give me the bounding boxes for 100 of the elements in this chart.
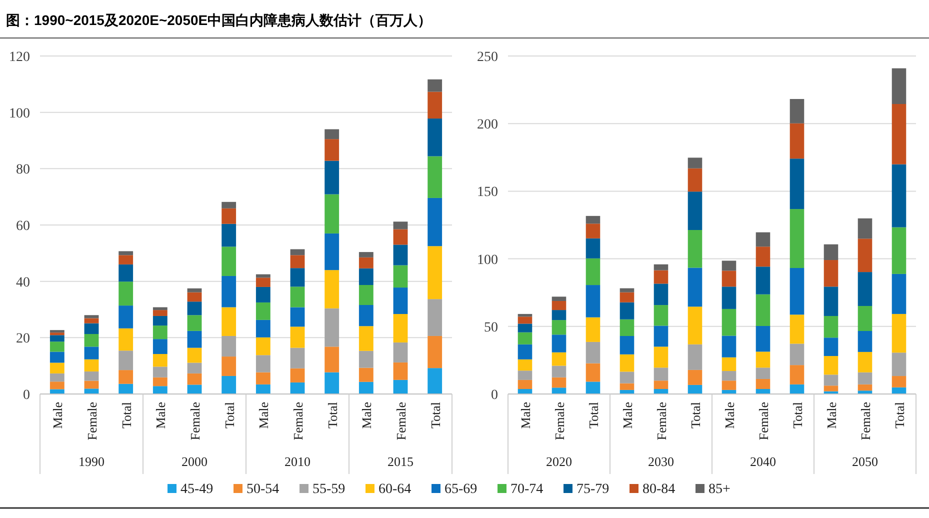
bar — [824, 316, 838, 338]
bar — [358, 368, 374, 382]
bar — [358, 257, 374, 268]
legend-label: 70-74 — [510, 482, 544, 497]
bar — [722, 357, 736, 372]
bar — [84, 380, 99, 389]
bar — [84, 323, 99, 334]
x-tick-label: Female — [84, 402, 100, 440]
x-tick-label: Male — [620, 402, 635, 429]
bar — [393, 265, 408, 288]
bar — [756, 326, 770, 352]
bar — [324, 139, 340, 161]
bar — [393, 222, 408, 230]
bar — [50, 382, 64, 390]
bar — [428, 246, 442, 300]
bar — [50, 389, 64, 394]
bar — [84, 388, 99, 394]
bar — [84, 346, 99, 360]
bar — [290, 286, 305, 308]
text: 1990 — [78, 454, 104, 469]
bar — [756, 294, 770, 326]
bar — [620, 292, 634, 302]
bar — [654, 284, 668, 306]
bar — [290, 382, 305, 394]
bar — [290, 326, 305, 348]
bar — [892, 352, 906, 376]
bar — [428, 79, 442, 92]
bar — [393, 362, 408, 380]
bar — [688, 168, 702, 192]
bar — [790, 268, 804, 315]
bar — [654, 270, 668, 284]
bar — [858, 372, 872, 384]
bar — [84, 318, 99, 324]
bar — [620, 336, 634, 354]
bar — [586, 317, 600, 342]
y-tick-label: 200 — [477, 118, 498, 133]
bar — [256, 278, 270, 287]
bar — [358, 268, 374, 285]
y-tick-label: 80 — [16, 162, 30, 178]
text: 2010 — [284, 454, 310, 469]
x-tick-label: Male — [153, 402, 168, 429]
bar — [824, 244, 838, 260]
bar — [393, 229, 408, 245]
y-tick-label: 100 — [477, 252, 498, 268]
bar — [620, 302, 634, 320]
bar — [222, 376, 236, 394]
y-tick-label: 50 — [484, 320, 498, 336]
bar — [790, 384, 804, 394]
bar — [393, 244, 408, 266]
x-tick-label: Total — [688, 402, 703, 429]
bar — [552, 300, 566, 310]
bar — [152, 326, 168, 340]
bar — [118, 264, 134, 282]
x-tick-label: Total — [790, 402, 805, 429]
bar — [586, 238, 600, 258]
bar — [428, 336, 442, 368]
x-tick-label: Total — [892, 402, 907, 429]
bar — [358, 252, 374, 258]
bar — [518, 344, 532, 360]
bar — [393, 288, 408, 314]
bar — [722, 286, 736, 309]
bar — [790, 209, 804, 268]
bar — [518, 380, 532, 389]
bar — [824, 286, 838, 316]
bar — [688, 192, 702, 230]
bar — [324, 372, 340, 394]
text: 2050 — [852, 454, 878, 469]
bar — [688, 344, 702, 370]
bar — [118, 350, 134, 370]
bar — [187, 315, 202, 331]
x-tick-label: Total — [428, 402, 443, 429]
bar — [187, 362, 202, 374]
x-tick-label: Female — [756, 402, 771, 440]
bar — [892, 227, 906, 274]
bar — [790, 365, 804, 384]
bar — [654, 264, 668, 270]
bar — [324, 160, 340, 194]
legend-label: 60-64 — [378, 482, 412, 497]
x-tick-label: Total — [118, 402, 134, 429]
bar — [586, 363, 600, 382]
bar — [654, 305, 668, 326]
bar — [358, 350, 374, 368]
x-tick-label: Female — [394, 402, 408, 440]
bar — [152, 316, 168, 326]
bar — [586, 285, 600, 318]
bar — [428, 118, 442, 156]
bar — [756, 368, 770, 379]
legend-label: 80-84 — [642, 482, 676, 497]
bar — [152, 366, 168, 378]
bar — [518, 314, 532, 317]
bar — [324, 346, 340, 372]
bar — [393, 314, 408, 342]
bar — [152, 354, 168, 367]
bar — [187, 330, 202, 348]
bar — [722, 336, 736, 358]
bar — [688, 384, 702, 394]
bar — [790, 98, 804, 124]
bar — [187, 373, 202, 385]
bar — [187, 292, 202, 302]
bar — [358, 284, 374, 305]
